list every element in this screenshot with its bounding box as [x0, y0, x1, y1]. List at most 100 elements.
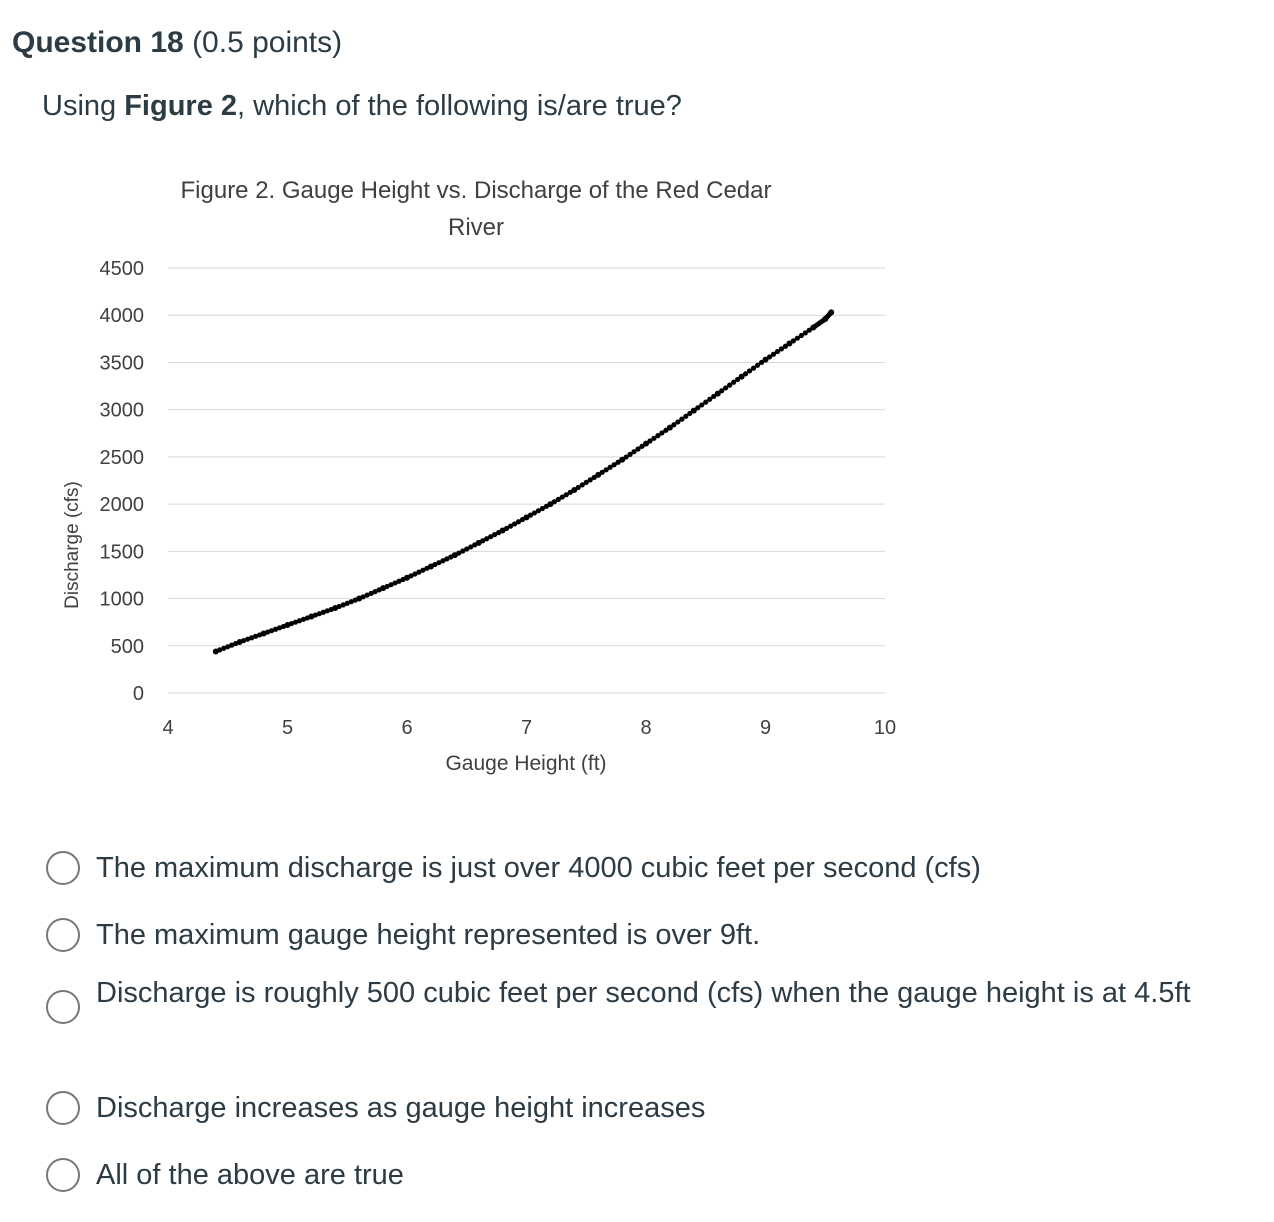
- data-point: [464, 546, 470, 552]
- data-point: [225, 644, 231, 650]
- data-point: [770, 351, 777, 357]
- data-point: [320, 609, 326, 615]
- data-point: [639, 443, 645, 449]
- data-point: [555, 496, 561, 502]
- data-point: [360, 594, 366, 600]
- data-point: [703, 399, 709, 405]
- data-point: [607, 464, 613, 470]
- data-point: [766, 354, 773, 360]
- data-point: [412, 571, 418, 577]
- radio-button[interactable]: [46, 1158, 80, 1192]
- answer-options: The maximum discharge is just over 4000 …: [46, 845, 1261, 1198]
- data-point: [595, 471, 602, 478]
- data-point: [460, 548, 466, 554]
- answer-option-5[interactable]: All of the above are true: [46, 1152, 1261, 1198]
- data-point: [253, 633, 259, 639]
- data-point: [798, 332, 804, 339]
- data-point: [336, 603, 342, 610]
- data-point: [679, 416, 685, 422]
- data-point: [511, 521, 518, 527]
- data-point: [635, 446, 641, 452]
- data-point: [551, 499, 557, 505]
- answer-option-4[interactable]: Discharge increases as gauge height incr…: [46, 1085, 1261, 1152]
- x-tick-labels: 4 5 6 7 8 9 10: [162, 717, 896, 739]
- data-point: [368, 590, 374, 596]
- data-point: [719, 388, 725, 394]
- data-point: [272, 626, 279, 632]
- data-point: [651, 435, 657, 441]
- data-point: [802, 330, 808, 336]
- data-point: [456, 550, 462, 556]
- data-point: [731, 379, 737, 385]
- data-point: [559, 494, 565, 500]
- data-point: [444, 556, 450, 562]
- data-point: [735, 376, 741, 383]
- radio-button[interactable]: [46, 990, 80, 1024]
- data-point: [579, 482, 585, 488]
- answer-option-2[interactable]: The maximum gauge height represented is …: [46, 912, 1261, 970]
- data-point: [599, 469, 605, 475]
- data-point: [666, 424, 673, 431]
- x-tick-label: 6: [401, 717, 412, 739]
- radio-button[interactable]: [46, 851, 80, 885]
- answer-option-1[interactable]: The maximum discharge is just over 4000 …: [46, 845, 1261, 912]
- y-tick-label: 2500: [100, 447, 145, 469]
- y-tick-label: 1000: [100, 589, 145, 611]
- data-point: [663, 427, 669, 433]
- data-point: [746, 368, 753, 374]
- data-point: [794, 335, 800, 341]
- x-tick-label: 10: [874, 717, 896, 739]
- question-prompt: Using Figure 2, which of the following i…: [42, 90, 682, 123]
- data-point: [264, 629, 271, 635]
- data-point: [515, 519, 522, 525]
- gridlines: [168, 267, 885, 694]
- data-point: [535, 508, 542, 514]
- chart-title: Figure 2. Gauge Height vs. Discharge of …: [181, 177, 772, 204]
- data-point: [408, 573, 414, 579]
- question-header: Question 18 (0.5 points): [12, 26, 342, 60]
- data-point: [643, 440, 649, 447]
- x-tick-label: 9: [760, 717, 771, 739]
- data-point: [758, 359, 765, 366]
- data-point: [312, 612, 318, 618]
- data-point: [750, 365, 757, 371]
- data-point: [707, 396, 713, 402]
- data-point: [786, 340, 793, 347]
- data-point: [364, 592, 370, 598]
- data-point: [229, 642, 235, 648]
- answer-option-label: All of the above are true: [96, 1159, 404, 1191]
- data-point: [683, 413, 689, 419]
- data-point: [723, 385, 729, 391]
- data-point: [432, 561, 438, 568]
- question-points: (0.5 points): [192, 26, 343, 59]
- data-point: [416, 569, 422, 575]
- data-point: [396, 578, 402, 584]
- data-point: [587, 477, 593, 483]
- data-point: [575, 484, 581, 491]
- y-tick-label: 2000: [100, 494, 145, 516]
- data-point: [563, 492, 569, 498]
- y-tick-label: 0: [133, 683, 144, 705]
- data-points: [212, 309, 835, 655]
- y-tick-label: 4000: [100, 305, 145, 327]
- data-point: [480, 538, 486, 544]
- data-point: [647, 438, 653, 444]
- data-point: [754, 362, 761, 368]
- data-point: [241, 637, 247, 644]
- data-point: [603, 467, 609, 473]
- data-point: [762, 356, 769, 363]
- data-point: [547, 501, 554, 508]
- data-point: [507, 523, 514, 529]
- radio-button[interactable]: [46, 1091, 80, 1125]
- data-point: [539, 505, 546, 512]
- data-point: [276, 625, 283, 631]
- data-point: [655, 433, 661, 439]
- answer-option-label: The maximum gauge height represented is …: [96, 919, 761, 951]
- x-tick-label: 7: [521, 717, 532, 739]
- data-point: [659, 430, 665, 436]
- data-point: [249, 635, 255, 641]
- data-point: [631, 449, 637, 455]
- data-point: [324, 608, 330, 614]
- answer-option-3[interactable]: Discharge is roughly 500 cubic feet per …: [46, 970, 1261, 1085]
- radio-button[interactable]: [46, 918, 80, 952]
